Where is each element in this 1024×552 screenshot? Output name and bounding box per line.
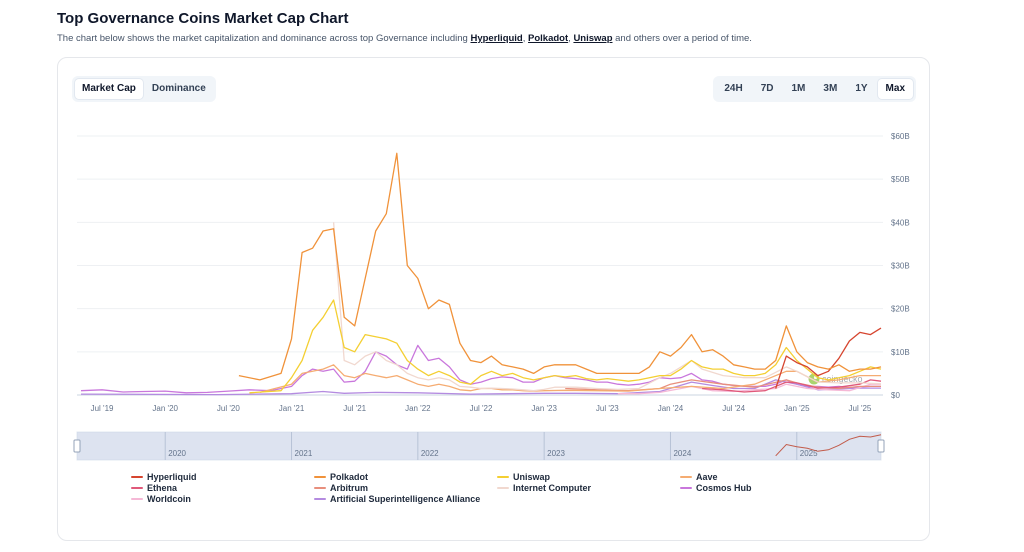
series-line-worldcoin[interactable] — [617, 383, 881, 395]
chart-mode-tabs: Market Cap Dominance — [72, 76, 216, 102]
navigator-year-labels: 2020 2021 2022 2023 2024 2025 — [164, 432, 818, 460]
tab-dominance[interactable]: Dominance — [145, 79, 213, 99]
description-prefix: The chart below shows the market capital… — [57, 33, 471, 44]
y-tick-label: $60B — [891, 132, 910, 141]
navigator-selection[interactable] — [77, 432, 881, 460]
series-line-cosmos-hub[interactable] — [80, 344, 881, 394]
legend-label: Artificial Superintelligence Alliance — [330, 493, 481, 504]
legend-swatch — [497, 475, 509, 478]
time-range-selector: 24H 7D 1M 3M 1Y Max — [713, 76, 916, 102]
legend-label: Hyperliquid — [147, 471, 197, 482]
y-tick-label: $40B — [891, 218, 910, 227]
series-line-internet-computer[interactable] — [332, 222, 882, 392]
series-line-uniswap[interactable] — [249, 299, 882, 394]
x-tick-label: Jul '22 — [470, 404, 493, 413]
legend-label: Polkadot — [330, 471, 369, 482]
page-description: The chart below shows the market capital… — [57, 33, 752, 44]
legend-label: Cosmos Hub — [696, 482, 752, 493]
legend-label: Ethena — [147, 482, 178, 493]
y-tick-label: $30B — [891, 262, 910, 271]
legend-swatch — [314, 497, 326, 500]
navigator-left-handle[interactable] — [73, 439, 81, 453]
legend-item[interactable]: Polkadot — [314, 471, 497, 482]
link-polkadot[interactable]: Polkadot — [528, 33, 569, 44]
legend-label: Aave — [696, 471, 718, 482]
navigator-year-label: 2022 — [421, 449, 439, 458]
series-line-hyperliquid[interactable] — [775, 327, 882, 389]
navigator-year-label: 2023 — [547, 449, 565, 458]
x-tick-label: Jul '21 — [343, 404, 366, 413]
time-navigator[interactable]: 2020 2021 2022 2023 2024 2025 — [73, 431, 885, 461]
legend-swatch — [131, 497, 143, 500]
legend-label: Arbitrum — [330, 482, 368, 493]
legend-item[interactable]: Cosmos Hub — [680, 482, 863, 493]
range-7d-button[interactable]: 7D — [753, 79, 782, 99]
description-suffix: and others over a period of time. — [612, 33, 752, 44]
range-3m-button[interactable]: 3M — [815, 79, 845, 99]
x-tick-label: Jan '24 — [658, 404, 684, 413]
y-tick-label: $20B — [891, 305, 910, 314]
navigator-year-label: 2025 — [800, 449, 818, 458]
series-line-artificial-superintelligence-alliance[interactable] — [80, 379, 881, 396]
y-tick-label: $0 — [891, 391, 900, 400]
x-tick-label: Jul '20 — [217, 404, 240, 413]
y-tick-label: $50B — [891, 175, 910, 184]
legend-item[interactable]: Arbitrum — [314, 482, 497, 493]
legend-swatch — [131, 475, 143, 478]
link-hyperliquid[interactable]: Hyperliquid — [470, 33, 523, 44]
navigator-series-line — [775, 434, 882, 457]
range-1y-button[interactable]: 1Y — [847, 79, 875, 99]
x-tick-label: Jan '22 — [405, 404, 431, 413]
legend-swatch — [680, 475, 692, 478]
chart-legend: Hyperliquid Polkadot Uniswap Aave Ethena Arbi… — [131, 471, 891, 504]
x-tick-label: Jul '24 — [722, 404, 745, 413]
legend-swatch — [314, 486, 326, 489]
x-tick-label: Jan '20 — [152, 404, 178, 413]
navigator-year-label: 2020 — [168, 449, 186, 458]
navigator-year-label: 2024 — [673, 449, 691, 458]
range-max-button[interactable]: Max — [877, 79, 913, 99]
legend-item[interactable]: Worldcoin — [131, 493, 314, 504]
legend-swatch — [131, 486, 143, 489]
link-uniswap[interactable]: Uniswap — [573, 33, 613, 44]
tab-market-cap[interactable]: Market Cap — [75, 79, 143, 99]
series-line-polkadot[interactable] — [238, 152, 882, 381]
navigator-right-handle[interactable] — [877, 439, 885, 453]
legend-swatch — [497, 486, 509, 489]
page-title: Top Governance Coins Market Cap Chart — [57, 10, 349, 27]
x-tick-label: Jul '25 — [849, 404, 872, 413]
legend-swatch — [314, 475, 326, 478]
legend-item[interactable]: Ethena — [131, 482, 314, 493]
range-1m-button[interactable]: 1M — [784, 79, 814, 99]
y-tick-label: $10B — [891, 348, 910, 357]
x-tick-label: Jul '23 — [596, 404, 619, 413]
legend-label: Internet Computer — [513, 482, 592, 493]
legend-item[interactable]: Hyperliquid — [131, 471, 314, 482]
x-tick-label: Jan '23 — [531, 404, 557, 413]
grid-lines — [77, 135, 883, 396]
series-lines — [80, 152, 882, 396]
legend-item[interactable]: Aave — [680, 471, 863, 482]
x-axis: Jul '19 Jan '20 Jul '20 Jan '21 Jul '21 Jan '… — [91, 404, 872, 413]
x-tick-label: Jul '19 — [91, 404, 114, 413]
x-tick-label: Jan '21 — [279, 404, 305, 413]
legend-label: Worldcoin — [147, 493, 191, 504]
legend-label: Uniswap — [513, 471, 551, 482]
legend-swatch — [680, 486, 692, 489]
legend-item[interactable]: Artificial Superintelligence Alliance — [314, 493, 497, 504]
legend-item[interactable]: Uniswap — [497, 471, 680, 482]
navigator-year-label: 2021 — [295, 449, 313, 458]
range-24h-button[interactable]: 24H — [716, 79, 750, 99]
legend-item[interactable]: Internet Computer — [497, 482, 680, 493]
x-tick-label: Jan '25 — [784, 404, 810, 413]
y-axis: $0 $10B $20B $30B $40B $50B $60B — [891, 132, 910, 400]
